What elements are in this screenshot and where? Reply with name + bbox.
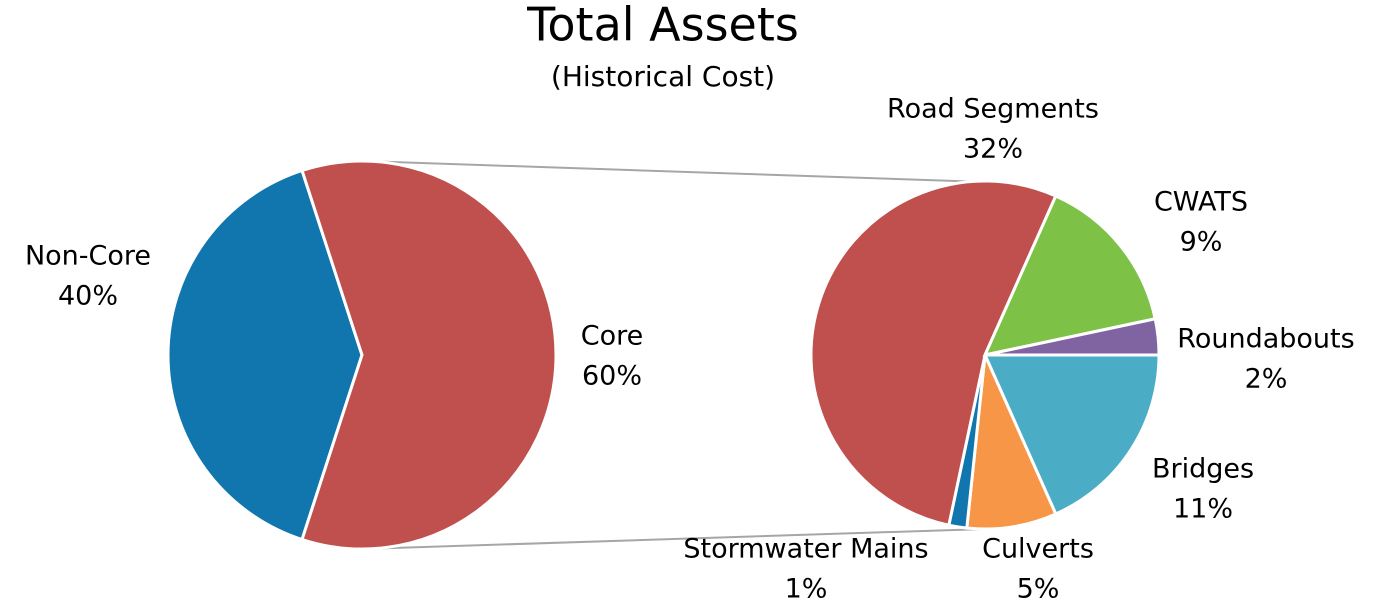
slice-label: Core [581,321,644,352]
slice-label: Roundabouts [1177,324,1354,355]
slice-label: Bridges [1152,454,1254,485]
connector-line [361,160,986,183]
slice-value-label: 32% [963,134,1023,165]
slice-label: Culverts [982,534,1094,565]
slice-value-label: 2% [1245,364,1288,395]
pie-slice [984,317,1161,357]
slice-value-label: 9% [1180,227,1223,258]
slice-value-label: 40% [58,281,118,312]
pie-slice [982,194,1157,358]
pie-slice [300,159,558,551]
slice-value-label: 60% [582,361,642,392]
slice-value-label: 5% [1017,574,1060,603]
pie-slice [166,168,364,542]
pie-slice [982,353,1161,516]
slice-value-label: 11% [1173,494,1233,525]
chart-subtitle: (Historical Cost) [551,60,775,93]
slice-label: Non-Core [25,241,151,272]
connector-line [361,528,986,550]
slice-label: Stormwater Mains [683,534,928,565]
chart-title: Total Assets [526,0,799,52]
slice-value-label: 1% [785,574,828,603]
slice-label: Road Segments [887,94,1099,125]
slice-label: CWATS [1154,187,1248,218]
pie-slice [965,349,1058,531]
pie-slice [809,179,1058,527]
